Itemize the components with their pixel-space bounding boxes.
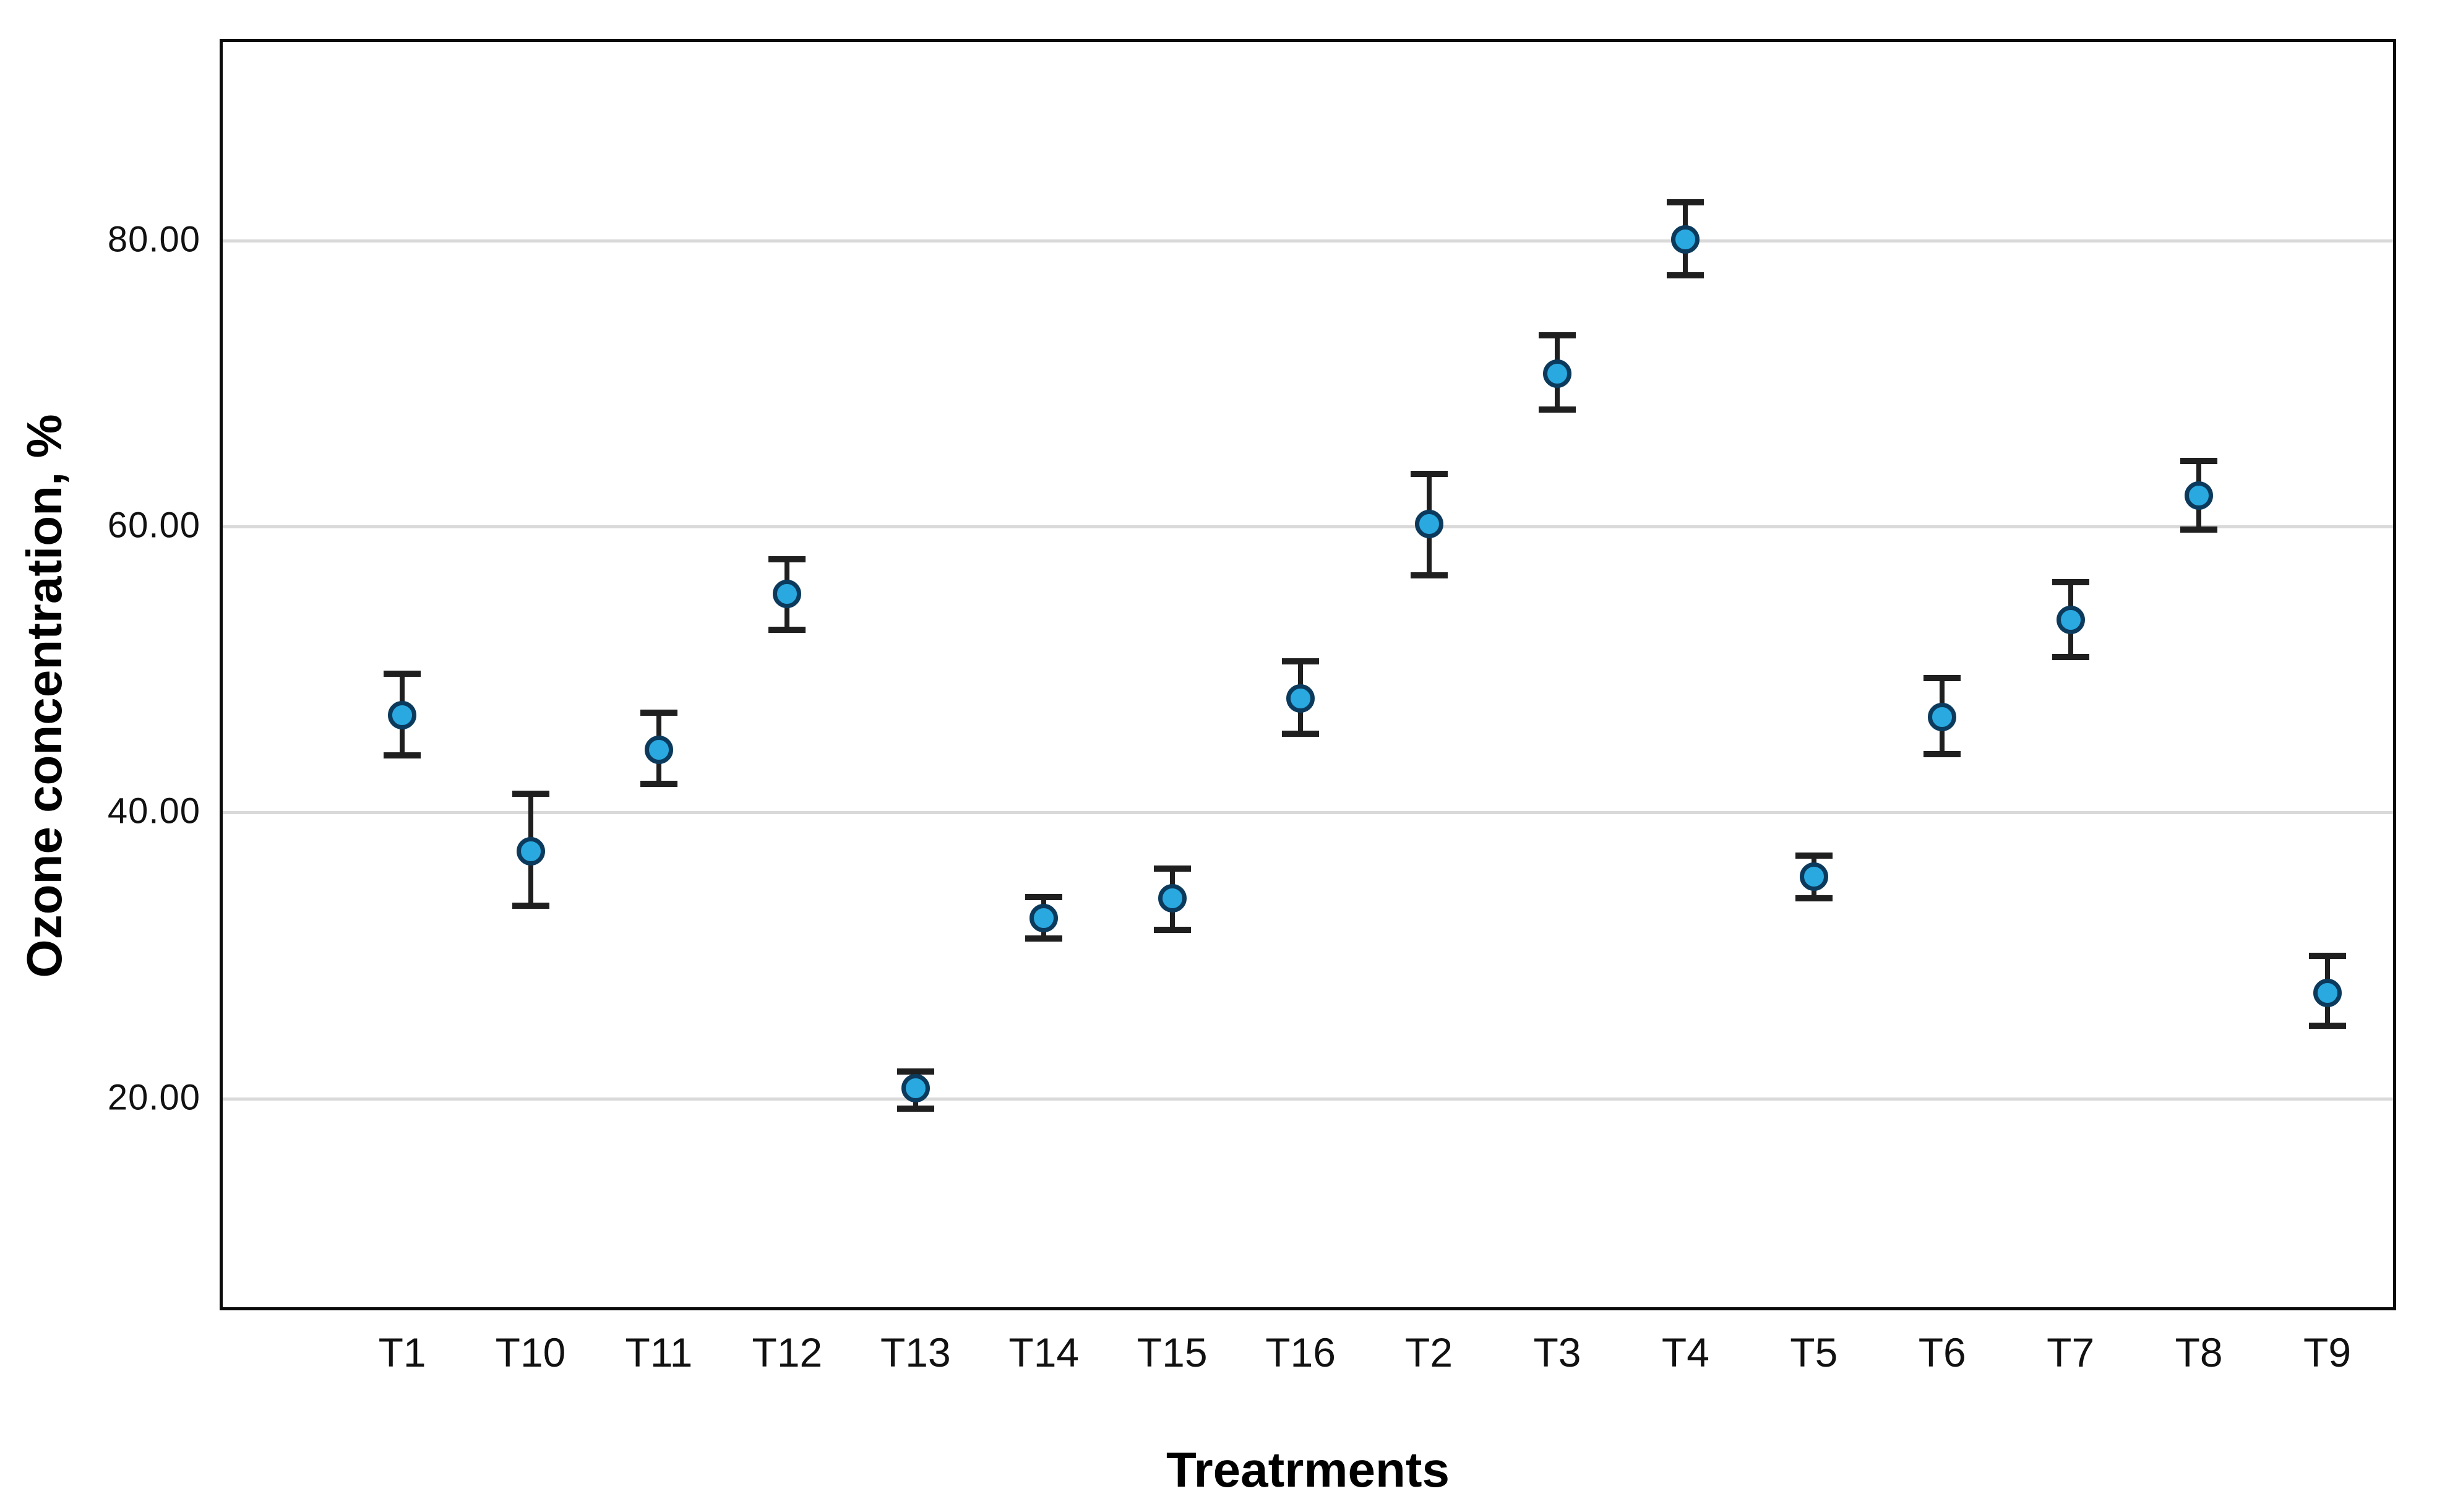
x-tick-label: T15	[1137, 1329, 1208, 1375]
error-bar-cap-top	[1923, 675, 1961, 682]
error-bar-cap-top	[896, 1068, 934, 1075]
gridline	[223, 525, 2393, 529]
error-bar-cap-top	[1795, 852, 1833, 859]
data-point-marker	[773, 579, 802, 608]
data-point-marker	[2185, 481, 2214, 510]
gridline	[223, 811, 2393, 815]
gridline	[223, 1097, 2393, 1101]
x-tick-label: T6	[1918, 1329, 1966, 1375]
error-bar-cap-bottom	[896, 1105, 934, 1112]
x-tick-label: T11	[625, 1329, 693, 1375]
error-bar-cap-top	[768, 556, 806, 563]
error-bar-cap-bottom	[2052, 653, 2089, 660]
error-bar-cap-bottom	[1410, 572, 1448, 578]
error-bar-cap-top	[512, 791, 549, 797]
x-tick-label: T14	[1008, 1329, 1080, 1375]
error-bar-cap-bottom	[768, 626, 806, 633]
error-bar-cap-bottom	[384, 752, 421, 759]
x-tick-label: T4	[1661, 1329, 1709, 1375]
y-tick-label: 20.00	[107, 1077, 200, 1118]
y-tick-label: 60.00	[107, 505, 200, 546]
error-bar-cap-bottom	[1025, 935, 1063, 942]
error-bar-cap-top	[1667, 199, 1704, 205]
gridline	[223, 239, 2393, 243]
x-tick-label: T7	[2047, 1329, 2095, 1375]
error-bar-cap-bottom	[1795, 895, 1833, 902]
data-point-marker	[1158, 884, 1187, 913]
error-bar-cap-bottom	[1282, 731, 1320, 737]
data-point-marker	[1799, 862, 1828, 891]
x-tick-label: T10	[495, 1329, 566, 1375]
x-tick-label: T3	[1533, 1329, 1581, 1375]
data-point-marker	[516, 836, 545, 866]
data-point-marker	[1928, 702, 1957, 731]
x-tick-label: T2	[1405, 1329, 1453, 1375]
error-bar-cap-bottom	[1667, 272, 1704, 278]
error-bar-cap-bottom	[1538, 406, 1576, 413]
plot-area	[220, 39, 2396, 1310]
x-tick-label: T13	[880, 1329, 951, 1375]
error-bar-cap-top	[384, 671, 421, 677]
error-bar-cap-bottom	[640, 781, 677, 788]
data-point-marker	[1542, 359, 1571, 389]
x-axis-title: Treatrments	[1166, 1442, 1450, 1497]
error-bar-cap-top	[640, 709, 677, 716]
error-bar-cap-top	[2180, 458, 2218, 465]
x-tick-label: T5	[1790, 1329, 1838, 1375]
x-tick-label: T12	[752, 1329, 823, 1375]
data-point-marker	[1029, 904, 1059, 933]
x-axis-tick-labels: T1 T10 T11 T12 T13 T14 T15 T16 T2 T3 T4 T5 T6 T7 T8 T9	[220, 1324, 2396, 1392]
error-bar-cap-top	[1282, 658, 1320, 664]
x-tick-label: T8	[2175, 1329, 2223, 1375]
error-bar-cap-top	[1410, 470, 1448, 477]
error-bar-cap-top	[2308, 952, 2346, 959]
error-bar-cap-bottom	[2308, 1022, 2346, 1029]
x-tick-label: T9	[2303, 1329, 2352, 1375]
data-point-marker	[2056, 605, 2085, 634]
error-bar-cap-bottom	[512, 902, 549, 909]
y-axis-tick-labels: 20.00 40.00 60.00 80.00	[0, 39, 209, 1310]
error-bar-cap-bottom	[1153, 926, 1191, 933]
data-point-marker	[1414, 509, 1443, 538]
error-bar-cap-bottom	[2180, 526, 2218, 533]
x-tick-label: T16	[1265, 1329, 1336, 1375]
error-bar-cap-top	[2052, 579, 2089, 586]
error-bar-cap-top	[1538, 332, 1576, 338]
error-bar-cap-top	[1025, 893, 1063, 900]
error-bar-cap-bottom	[1923, 750, 1961, 757]
x-tick-label: T1	[378, 1329, 426, 1375]
data-point-marker	[388, 701, 417, 730]
data-point-marker	[901, 1074, 930, 1103]
data-point-marker	[644, 735, 673, 764]
data-point-marker	[1671, 225, 1700, 254]
data-point-marker	[1286, 684, 1315, 713]
y-tick-label: 80.00	[107, 219, 200, 260]
y-tick-label: 40.00	[107, 791, 200, 831]
data-point-marker	[2313, 978, 2342, 1007]
error-bar-cap-top	[1153, 865, 1191, 872]
